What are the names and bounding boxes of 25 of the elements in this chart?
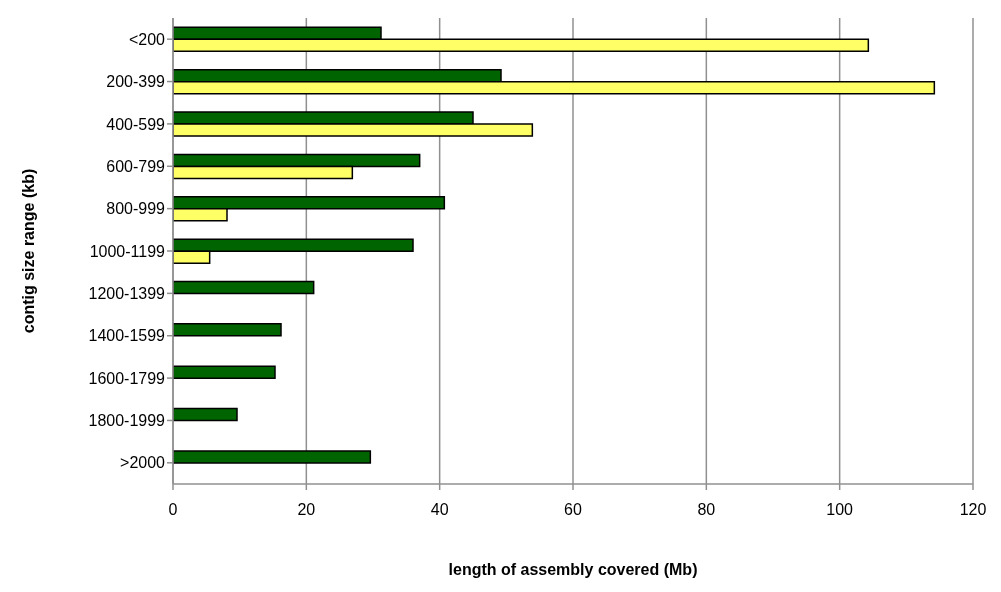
bar: [173, 407, 238, 422]
x-axis-title: length of assembly covered (Mb): [448, 561, 698, 579]
bar: [173, 280, 315, 295]
y-tick-label: 1600-1799: [88, 369, 166, 387]
y-tick-label: 400-599: [106, 115, 166, 133]
y-tick-label: <200: [128, 30, 166, 48]
y-tick-label: 1200-1399: [88, 285, 166, 303]
y-tick-label: 1000-1199: [89, 242, 166, 260]
x-tick-label: 60: [564, 501, 582, 519]
x-tick-label: 40: [430, 501, 449, 519]
x-tick-label: 100: [826, 501, 854, 519]
y-tick-label: 800-999: [106, 200, 166, 218]
y-tick-label: >2000: [120, 454, 166, 472]
bar: [173, 323, 282, 337]
y-tick-label: 600-799: [106, 157, 166, 175]
bar: [173, 450, 372, 464]
x-tick-label: 120: [959, 501, 987, 519]
x-tick-label: 0: [168, 501, 178, 519]
y-tick-label: 1800-1999: [88, 412, 166, 430]
y-axis-title: contig size range (kb): [19, 168, 37, 334]
x-tick-label: 20: [297, 501, 316, 519]
bar: [173, 365, 276, 379]
y-tick-label: 200-399: [106, 73, 166, 91]
y-tick-label: 1400-1599: [88, 327, 166, 345]
x-tick-label: 80: [697, 501, 716, 519]
